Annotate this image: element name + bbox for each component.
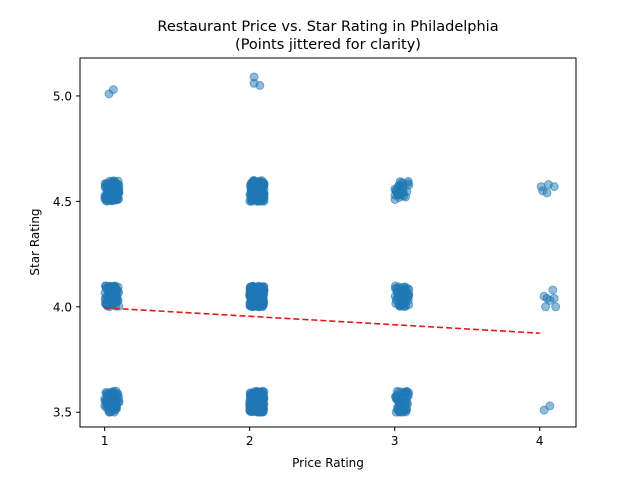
data-point <box>101 281 111 291</box>
data-point <box>108 399 118 409</box>
data-point <box>254 388 264 398</box>
x-tick-label: 2 <box>246 434 254 448</box>
data-point <box>251 400 261 410</box>
data-point <box>247 292 257 302</box>
y-tick-label: 4.5 <box>53 195 72 209</box>
data-point <box>396 400 406 410</box>
data-point <box>102 179 112 189</box>
data-point <box>548 285 558 295</box>
data-point <box>108 85 118 95</box>
data-point <box>545 401 555 411</box>
data-point <box>105 407 115 417</box>
y-axis-ticks: 3.5 4.0 4.5 5.0 <box>53 89 80 420</box>
data-point <box>551 302 561 312</box>
data-point <box>391 298 401 308</box>
data-point <box>249 176 259 186</box>
plot-area-frame <box>79 57 577 428</box>
data-point <box>549 293 559 303</box>
data-point <box>255 196 265 206</box>
x-tick-label: 3 <box>391 434 399 448</box>
data-point <box>541 302 551 312</box>
data-point <box>397 295 407 305</box>
data-point <box>549 182 559 192</box>
x-axis-label: Price Rating <box>292 456 364 470</box>
data-points <box>100 72 561 417</box>
data-point <box>106 196 116 206</box>
data-point <box>247 193 257 203</box>
chart-title: Restaurant Price vs. Star Rating in Phil… <box>157 19 498 35</box>
y-tick-label: 4.0 <box>53 300 72 314</box>
data-point <box>397 407 407 417</box>
data-point <box>246 282 256 292</box>
chart-subtitle: (Points jittered for clarity) <box>235 37 421 53</box>
data-point <box>258 284 268 294</box>
data-point <box>259 178 269 188</box>
y-tick-label: 5.0 <box>53 89 72 103</box>
data-point <box>258 187 268 197</box>
data-point <box>542 188 552 198</box>
data-point <box>397 287 407 297</box>
data-point <box>110 177 120 187</box>
trend-line <box>104 307 540 334</box>
data-point <box>398 178 408 188</box>
x-axis-ticks: 1 2 3 4 <box>101 427 544 448</box>
data-point <box>390 195 400 205</box>
data-point <box>111 289 121 299</box>
data-point <box>102 389 112 399</box>
y-tick-label: 3.5 <box>53 406 72 420</box>
data-point <box>390 281 400 291</box>
y-axis-label: Star Rating <box>28 208 42 275</box>
trend-line-group <box>104 307 540 334</box>
x-tick-label: 1 <box>101 434 109 448</box>
data-point <box>255 80 265 90</box>
data-point <box>114 186 124 196</box>
x-tick-label: 4 <box>536 434 544 448</box>
data-point <box>403 390 413 400</box>
data-point <box>104 302 114 312</box>
data-point <box>398 187 408 197</box>
